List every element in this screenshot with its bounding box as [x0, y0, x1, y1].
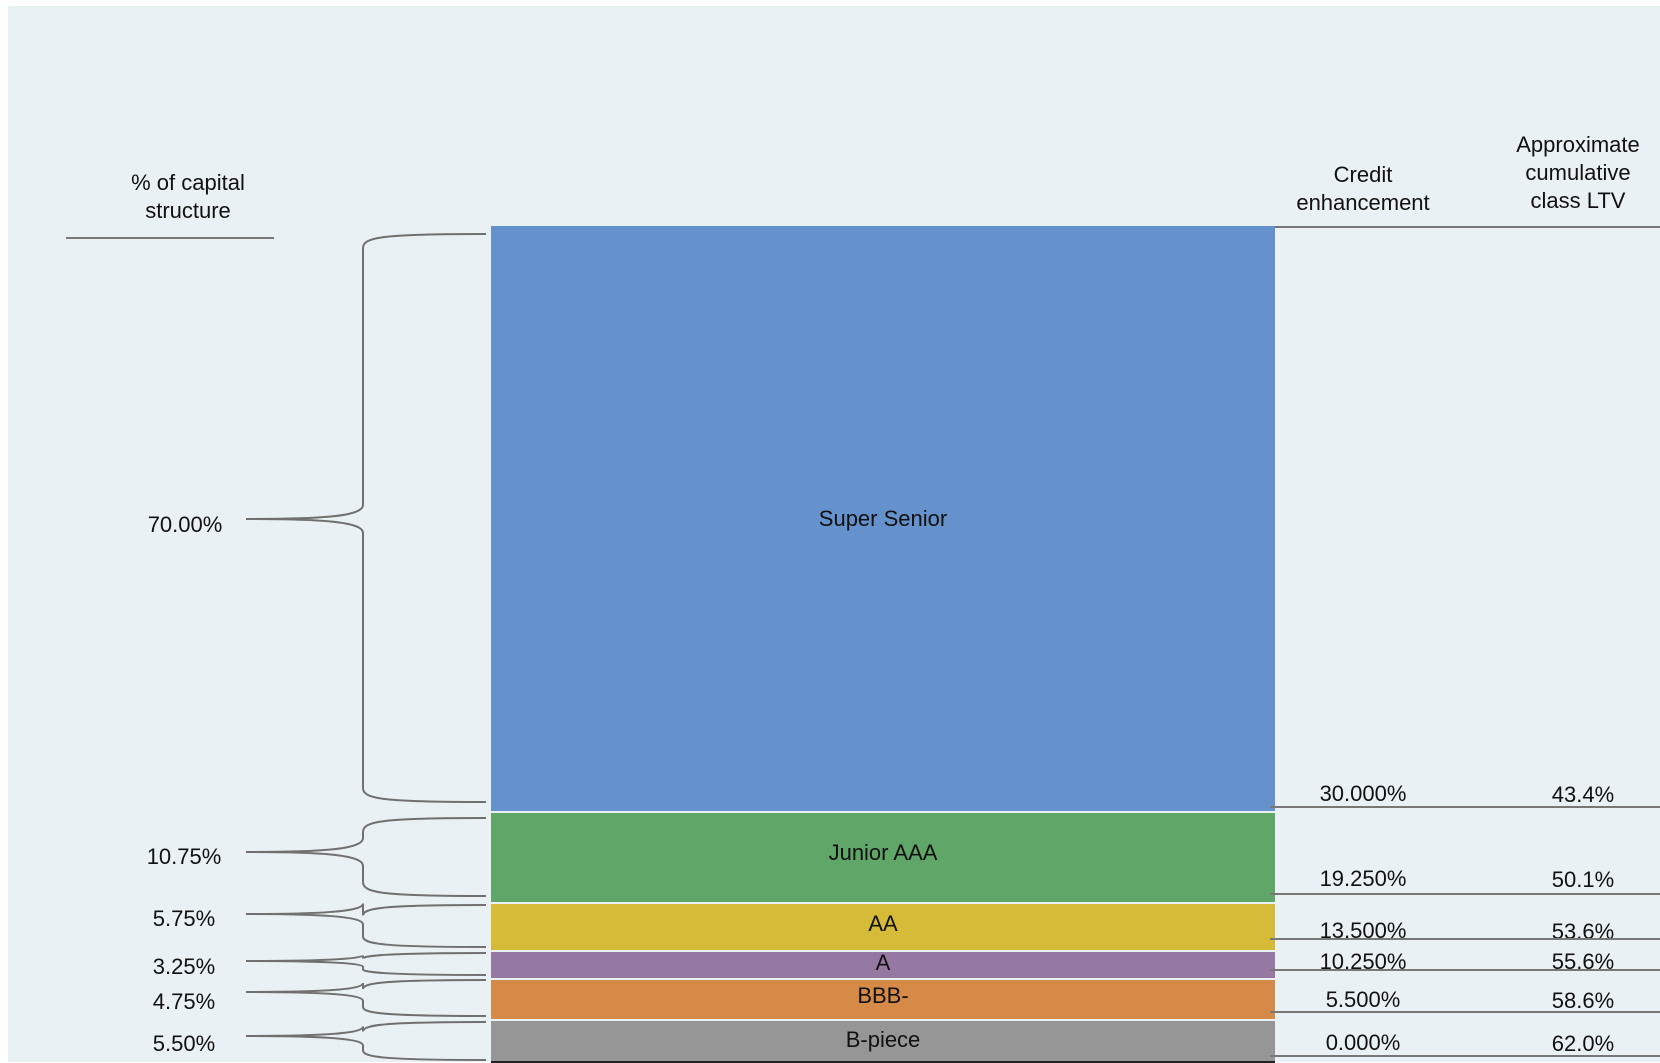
credit-enhancement-header: Credit enhancement — [1296, 162, 1430, 215]
pct-aa: 5.75% — [152, 906, 216, 931]
tranche-b-piece: B-piece — [491, 1021, 1275, 1063]
tranche-label: B-piece — [845, 1027, 921, 1052]
tranche-a: A — [491, 950, 1275, 978]
tranche-label: Junior AAA — [828, 839, 938, 865]
pct-super-senior: 70.00% — [147, 512, 223, 537]
ce-super-senior: 30.000% — [1319, 781, 1407, 806]
brace-icon — [245, 1021, 487, 1061]
ce-bbb-minus: 5.500% — [1325, 987, 1401, 1012]
capital-structure-header: % of capital structure — [131, 170, 245, 223]
tranche-bbb-minus: BBB- — [491, 980, 1275, 1019]
tranche-aa: AA — [491, 904, 1275, 950]
pct-a: 3.25% — [152, 954, 216, 979]
ce-junior-aaa: 19.250% — [1319, 866, 1407, 891]
ltv-super-senior: 43.4% — [1551, 782, 1615, 807]
brace-icon — [245, 979, 487, 1017]
ltv-junior-aaa: 50.1% — [1551, 867, 1615, 892]
cumulative-ltv-header: Approximate cumulative class LTV — [1516, 132, 1640, 213]
brace-icon — [245, 903, 487, 948]
separator-rule — [1270, 893, 1660, 895]
tranche-label: BBB- — [857, 982, 909, 1008]
separator-rule — [1270, 1011, 1660, 1013]
tranche-label: AA — [868, 911, 898, 936]
tranche-junior-aaa: Junior AAA — [491, 813, 1275, 902]
ce-a: 10.250% — [1319, 949, 1407, 974]
brace-group — [245, 233, 487, 1061]
brace-icon — [245, 233, 487, 803]
ltv-b-piece: 62.0% — [1551, 1031, 1615, 1056]
brace-icon — [245, 817, 487, 897]
ce-aa: 13.500% — [1319, 918, 1407, 943]
tranche-super-senior: Super Senior — [491, 226, 1275, 811]
separator-rule — [1270, 938, 1660, 940]
pct-b-piece: 5.50% — [152, 1031, 216, 1056]
ltv-a: 55.6% — [1551, 949, 1615, 974]
pct-junior-aaa: 10.75% — [146, 844, 222, 869]
header-rule — [1270, 226, 1660, 228]
capital-structure-header-rule — [66, 237, 274, 239]
separator-rule — [1270, 1055, 1660, 1057]
ce-b-piece: 0.000% — [1325, 1030, 1401, 1055]
brace-icon — [245, 952, 487, 976]
separator-rule — [1270, 969, 1660, 971]
separator-rule — [1270, 806, 1660, 808]
tranche-label: A — [875, 950, 891, 975]
ltv-aa: 53.6% — [1551, 919, 1615, 944]
pct-bbb-minus: 4.75% — [152, 989, 216, 1014]
capital-structure-diagram: % of capital structure Credit enhancemen… — [8, 6, 1660, 1063]
ltv-bbb-minus: 58.6% — [1551, 988, 1615, 1013]
tranche-label: Super Senior — [818, 505, 948, 531]
